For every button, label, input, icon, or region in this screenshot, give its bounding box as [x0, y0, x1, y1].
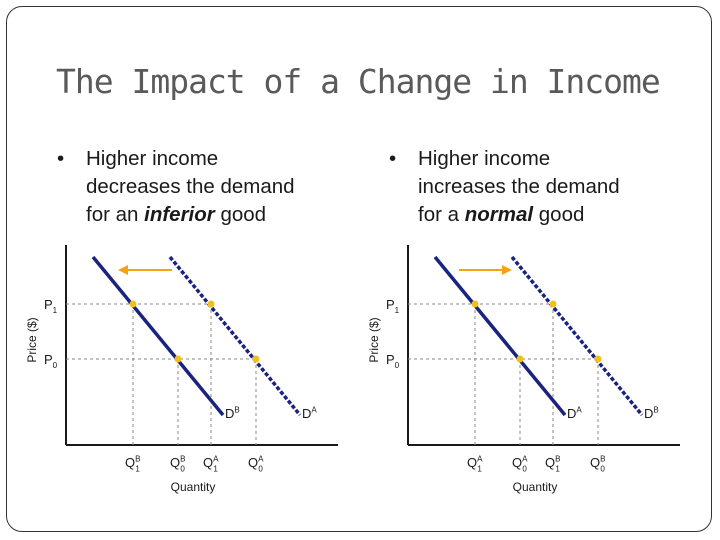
bullet-line-3-prefix: for an: [86, 203, 145, 226]
shift-arrow-head: [118, 265, 128, 275]
price-label-p1: P1: [386, 297, 400, 315]
equilibrium-point-3: [549, 300, 557, 308]
bullet-inferior-good: • Higher income decreases the demand for…: [57, 145, 357, 229]
equilibrium-point-2: [174, 355, 182, 363]
equilibrium-point-3: [207, 300, 215, 308]
bullet-line-3-suffix: good: [533, 203, 585, 226]
bullet-marker: •: [389, 147, 397, 170]
bullet-line-1: Higher income: [86, 147, 219, 170]
bullet-line-3-suffix: good: [214, 203, 267, 226]
price-label-p0: P0: [44, 352, 58, 370]
quantity-label-1: QB 1: [125, 455, 141, 474]
x-axis-label: Quantity: [171, 480, 216, 494]
bullet-emphasis-inferior: inferior: [144, 203, 215, 226]
slide-title: The Impact of a Change in Income: [56, 62, 661, 101]
demand-graph-inferior-good: P1 P0 Price ($) QB 1 QB 0 QA 1 QA 0 Quantity DB DA: [25, 245, 338, 494]
curve-label-dashed: DB: [644, 406, 659, 421]
quantity-label-2: QA 0: [512, 455, 528, 474]
quantity-label-1: QA 1: [467, 455, 483, 474]
equilibrium-point-4: [594, 355, 602, 363]
quantity-label-4: QB 0: [590, 455, 606, 474]
demand-curve-dashed: [168, 255, 302, 417]
demand-curve-solid: [433, 255, 567, 417]
equilibrium-point-1: [471, 300, 479, 308]
y-axis-label: Price ($): [25, 317, 39, 362]
bullet-line-2: decreases the demand: [86, 175, 295, 198]
curve-label-dashed: DA: [302, 406, 317, 421]
demand-graph-normal-good: P1 P0 Price ($) QA 1 QA 0 QB 1 QB 0 Quantity DA DB: [367, 245, 680, 494]
bullet-text: Higher income increases the demand for a…: [418, 145, 689, 229]
demand-curve-solid: [91, 255, 225, 417]
bullet-line-1: Higher income: [418, 147, 551, 170]
price-label-p0: P0: [386, 352, 400, 370]
x-axis-label: Quantity: [513, 480, 558, 494]
price-label-p1: P1: [44, 297, 58, 315]
bullet-line-3-prefix: for a: [418, 203, 465, 226]
bullet-marker: •: [57, 147, 65, 170]
y-axis-label: Price ($): [367, 317, 381, 362]
quantity-label-2: QB 0: [170, 455, 186, 474]
quantity-label-4: QA 0: [248, 455, 264, 474]
equilibrium-point-1: [129, 300, 137, 308]
bullet-text: Higher income decreases the demand for a…: [86, 145, 357, 229]
shift-arrow-head: [502, 265, 512, 275]
curve-label-solid: DA: [567, 406, 582, 421]
equilibrium-point-2: [516, 355, 524, 363]
demand-curve-dashed: [510, 255, 644, 417]
bullet-line-2: increases the demand: [418, 175, 620, 198]
bullet-normal-good: • Higher income increases the demand for…: [389, 145, 689, 229]
slide-frame: [6, 6, 712, 532]
bullet-emphasis-normal: normal: [464, 203, 534, 226]
quantity-label-3: QA 1: [203, 455, 219, 474]
equilibrium-point-4: [252, 355, 260, 363]
curve-label-solid: DB: [225, 406, 240, 421]
quantity-label-3: QB 1: [545, 455, 561, 474]
